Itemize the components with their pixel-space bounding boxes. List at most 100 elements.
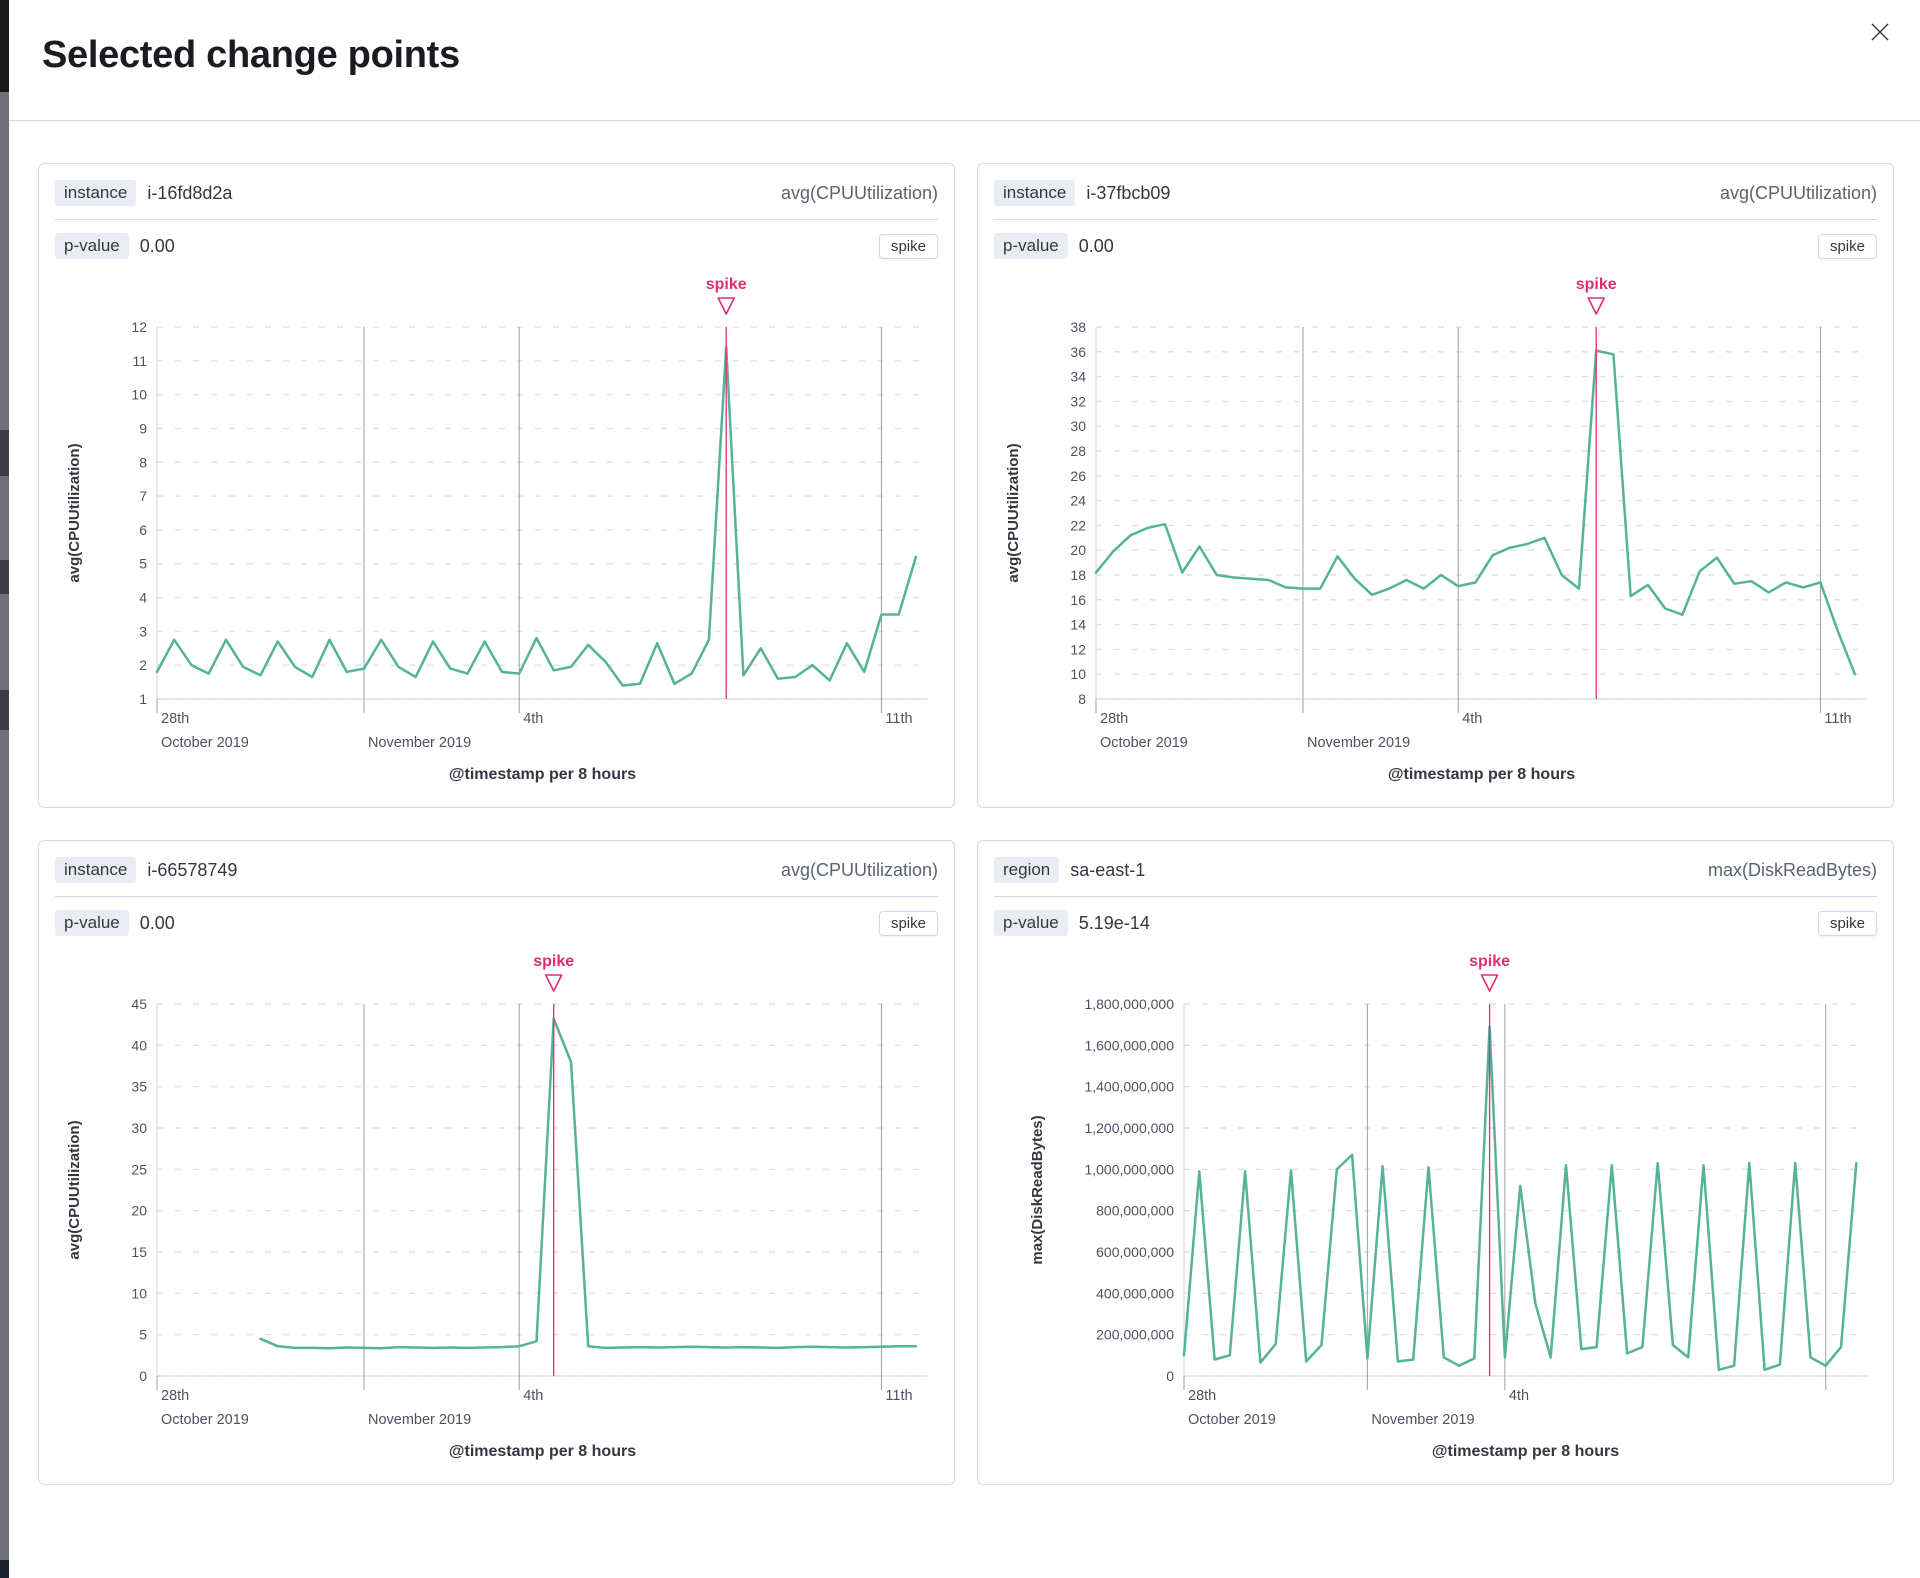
svg-text:9: 9 <box>139 420 147 436</box>
svg-text:4th: 4th <box>523 1388 543 1404</box>
svg-text:12: 12 <box>1070 641 1086 657</box>
svg-text:30: 30 <box>131 1120 147 1136</box>
svg-text:30: 30 <box>1070 418 1086 434</box>
svg-text:11: 11 <box>132 353 147 369</box>
svg-text:@timestamp per 8 hours: @timestamp per 8 hours <box>449 766 636 783</box>
p-value-badge: p-value <box>994 910 1068 936</box>
svg-text:28th: 28th <box>1188 1388 1216 1404</box>
svg-text:November 2019: November 2019 <box>1371 1412 1474 1428</box>
change-point-chart: 45 40 35 30 25 20 15 10 5 0 28th October 2019 Novemb… <box>66 953 928 1460</box>
svg-text:11th: 11th <box>1824 711 1851 727</box>
svg-text:25: 25 <box>131 1161 147 1177</box>
svg-text:12: 12 <box>131 319 147 335</box>
svg-text:18: 18 <box>1070 567 1086 583</box>
field-name-badge: instance <box>994 180 1076 206</box>
p-value: 0.00 <box>139 235 175 256</box>
metric-label: avg(CPUUtilization) <box>1719 182 1877 203</box>
svg-text:October 2019: October 2019 <box>161 735 249 751</box>
svg-text:28th: 28th <box>161 1388 189 1404</box>
svg-text:@timestamp per 8 hours: @timestamp per 8 hours <box>1388 766 1575 783</box>
svg-text:November 2019: November 2019 <box>368 1412 471 1428</box>
p-value: 0.00 <box>139 912 175 933</box>
modal-header: Selected change points <box>9 0 1920 121</box>
svg-text:20: 20 <box>1070 542 1086 558</box>
field-name-badge: region <box>994 857 1060 883</box>
svg-text:400,000,000: 400,000,000 <box>1096 1285 1174 1301</box>
svg-text:6: 6 <box>139 522 147 538</box>
background-page-edge <box>0 0 9 1578</box>
p-value-badge: p-value <box>994 233 1068 259</box>
svg-text:11th: 11th <box>885 711 912 727</box>
svg-text:7: 7 <box>139 488 147 504</box>
svg-text:45: 45 <box>131 996 147 1012</box>
svg-text:November 2019: November 2019 <box>368 735 471 751</box>
svg-text:October 2019: October 2019 <box>1188 1412 1276 1428</box>
svg-text:28: 28 <box>1070 443 1086 459</box>
svg-text:October 2019: October 2019 <box>1100 735 1188 751</box>
change-point-chart: 12 11 10 9 8 7 6 5 4 3 2 1 28th October 2019 November … <box>66 276 928 783</box>
change-point-panel: instance i-16fd8d2a avg(CPUUtilization) … <box>38 163 955 808</box>
svg-text:0: 0 <box>1166 1368 1174 1384</box>
p-value: 0.00 <box>1078 235 1114 256</box>
svg-text:avg(CPUUtilization): avg(CPUUtilization) <box>1005 443 1022 582</box>
svg-text:800,000,000: 800,000,000 <box>1096 1203 1174 1219</box>
svg-text:1: 1 <box>139 691 147 707</box>
svg-text:10: 10 <box>131 387 147 403</box>
p-value: 5.19e-14 <box>1078 912 1150 933</box>
svg-text:5: 5 <box>139 1327 147 1343</box>
svg-text:4th: 4th <box>523 711 543 727</box>
svg-text:14: 14 <box>1070 617 1086 633</box>
svg-text:@timestamp per 8 hours: @timestamp per 8 hours <box>449 1443 636 1460</box>
svg-text:10: 10 <box>1070 666 1086 682</box>
svg-text:spike: spike <box>706 276 747 293</box>
svg-text:38: 38 <box>1070 319 1086 335</box>
svg-text:10: 10 <box>131 1285 147 1301</box>
close-icon[interactable] <box>1866 18 1894 46</box>
svg-text:34: 34 <box>1070 369 1086 385</box>
field-value: i-37fbcb09 <box>1086 182 1171 203</box>
svg-text:36: 36 <box>1070 344 1086 360</box>
svg-text:200,000,000: 200,000,000 <box>1096 1327 1174 1343</box>
svg-text:5: 5 <box>139 556 147 572</box>
change-type-chip: spike <box>878 233 938 259</box>
svg-text:16: 16 <box>1070 592 1086 608</box>
svg-text:avg(CPUUtilization): avg(CPUUtilization) <box>66 1120 83 1259</box>
metric-label: max(DiskReadBytes) <box>1707 859 1877 880</box>
svg-text:1,000,000,000: 1,000,000,000 <box>1084 1161 1174 1177</box>
svg-text:8: 8 <box>1078 691 1086 707</box>
svg-text:2: 2 <box>139 657 147 673</box>
svg-text:35: 35 <box>131 1079 147 1095</box>
p-value-badge: p-value <box>55 233 129 259</box>
change-type-chip: spike <box>1817 233 1877 259</box>
svg-text:15: 15 <box>131 1244 147 1260</box>
field-value: sa-east-1 <box>1070 859 1146 880</box>
svg-text:0: 0 <box>139 1368 147 1384</box>
svg-text:40: 40 <box>131 1037 147 1053</box>
svg-text:1,200,000,000: 1,200,000,000 <box>1084 1120 1174 1136</box>
background-page-artifact <box>0 560 9 594</box>
change-point-panel: region sa-east-1 max(DiskReadBytes) p-va… <box>977 840 1894 1485</box>
background-page-edge-dark <box>0 0 9 92</box>
change-point-chart: 1,800,000,000 1,600,000,000 1,400,000,000 1… <box>1029 953 1867 1460</box>
svg-text:4th: 4th <box>1509 1388 1529 1404</box>
svg-text:spike: spike <box>1469 953 1510 970</box>
panels-grid: instance i-16fd8d2a avg(CPUUtilization) … <box>9 121 1920 1485</box>
svg-text:max(DiskReadBytes): max(DiskReadBytes) <box>1029 1115 1046 1264</box>
svg-text:@timestamp per 8 hours: @timestamp per 8 hours <box>1432 1443 1619 1460</box>
field-value: i-66578749 <box>147 859 238 880</box>
field-name-badge: instance <box>55 857 137 883</box>
metric-label: avg(CPUUtilization) <box>780 182 938 203</box>
p-value-badge: p-value <box>55 910 129 936</box>
svg-text:26: 26 <box>1070 468 1086 484</box>
svg-text:8: 8 <box>139 454 147 470</box>
svg-text:28th: 28th <box>1100 711 1128 727</box>
svg-text:22: 22 <box>1070 517 1086 533</box>
svg-text:avg(CPUUtilization): avg(CPUUtilization) <box>66 443 83 582</box>
svg-text:600,000,000: 600,000,000 <box>1096 1244 1174 1260</box>
svg-text:1,600,000,000: 1,600,000,000 <box>1084 1037 1174 1053</box>
metric-label: avg(CPUUtilization) <box>780 859 938 880</box>
change-type-chip: spike <box>1817 910 1877 936</box>
svg-text:3: 3 <box>139 623 147 639</box>
change-points-modal: Selected change points instance i-16fd8d… <box>9 0 1920 1578</box>
change-point-panel: instance i-66578749 avg(CPUUtilization) … <box>38 840 955 1485</box>
